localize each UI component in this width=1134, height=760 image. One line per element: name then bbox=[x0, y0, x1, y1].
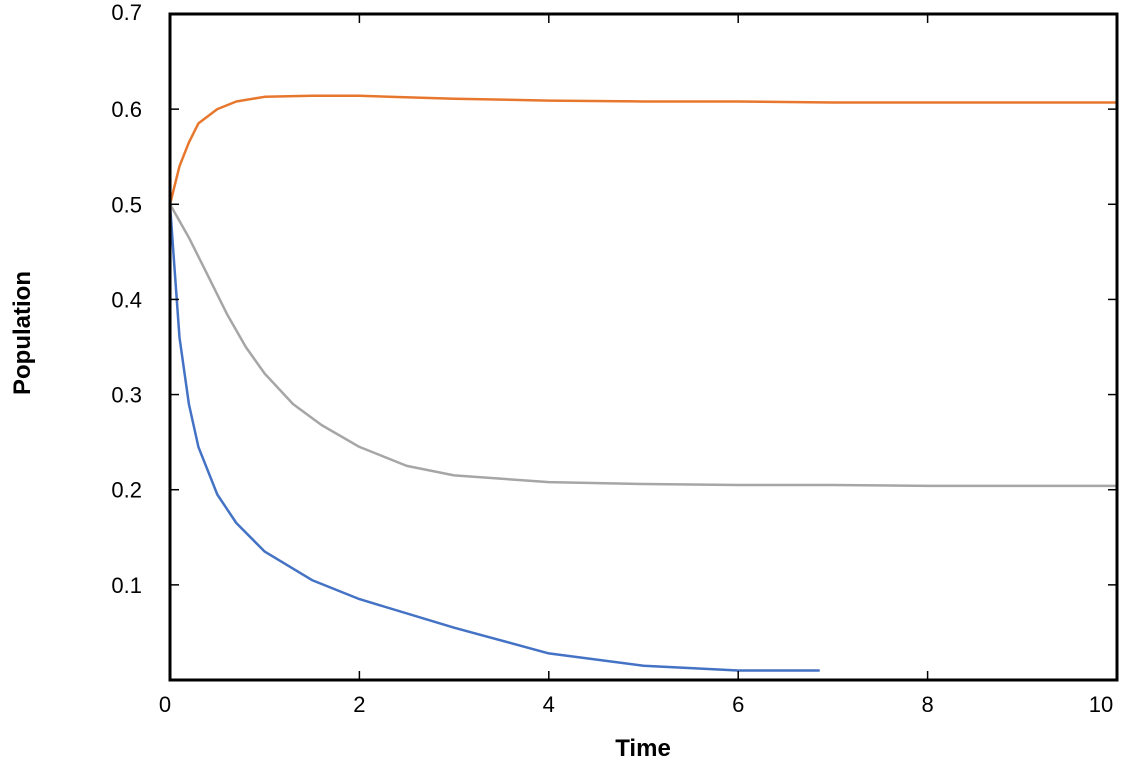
series-layer bbox=[168, 94, 1119, 672]
series-line-2 bbox=[168, 203, 1119, 488]
x-tick-label: 2 bbox=[353, 692, 365, 717]
series-line-1 bbox=[168, 94, 1119, 206]
x-tick-label: 8 bbox=[921, 692, 933, 717]
ticks-layer bbox=[170, 14, 1117, 680]
x-tick-label: 10 bbox=[1089, 692, 1113, 717]
x-tick-label: 4 bbox=[543, 692, 555, 717]
y-tick-label: 0.4 bbox=[111, 287, 142, 312]
x-tick-label: 6 bbox=[732, 692, 744, 717]
series-line-3 bbox=[168, 203, 820, 672]
plot-frame bbox=[168, 12, 1119, 682]
y-tick-label: 0.3 bbox=[111, 383, 142, 408]
y-tick-label: 0.7 bbox=[111, 0, 142, 25]
x-tick-label: 0 bbox=[159, 692, 171, 717]
y-axis-title: Population bbox=[9, 271, 36, 395]
y-tick-label: 0.5 bbox=[111, 192, 142, 217]
y-tick-label: 0.6 bbox=[111, 97, 142, 122]
x-axis-title: Time bbox=[615, 735, 671, 760]
tick-labels: 0 2 4 6 8 10 0.1 0.2 0.3 0.4 0.5 0.6 0.7 bbox=[111, 0, 1113, 717]
y-tick-label: 0.2 bbox=[111, 478, 142, 503]
y-tick-label: 0.1 bbox=[111, 573, 142, 598]
